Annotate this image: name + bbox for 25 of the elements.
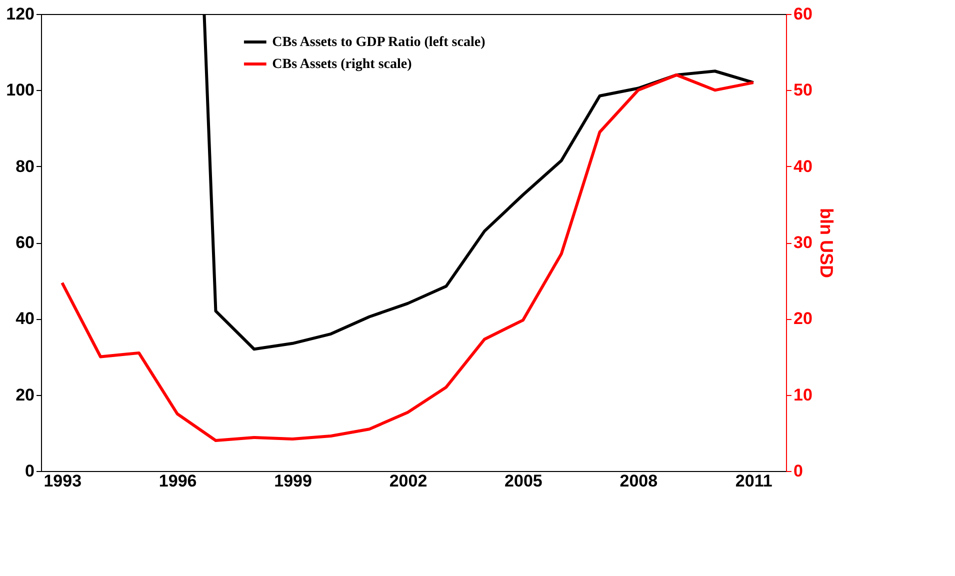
line-series: [60, 73, 755, 442]
y2-tick-label: 20: [794, 309, 812, 328]
legend-label: CBs Assets (right scale): [272, 57, 412, 72]
y2-tick-label: 60: [794, 4, 812, 24]
x-tick-label: 2011: [735, 472, 772, 490]
y2-tick-label: 10: [794, 385, 812, 404]
y-tick-label: 20: [16, 385, 34, 404]
x-tick-label: 2005: [504, 472, 542, 490]
y-tick-label: 60: [16, 233, 34, 252]
y2-tick-label: 50: [794, 80, 812, 100]
y-tick-label: 80: [16, 156, 34, 176]
x-tick-label: 1996: [158, 472, 197, 490]
y2-tick-label: 30: [794, 233, 812, 252]
y-tick-label: 40: [16, 309, 34, 328]
y-tick-label: 100: [6, 80, 34, 100]
x-tick-label: 2008: [620, 472, 658, 490]
x-tick-label: 1993: [44, 472, 82, 490]
y-tick-label: 0: [25, 462, 34, 480]
y2-axis-title: bln USD: [816, 208, 836, 278]
y2-tick-label: 0: [794, 462, 803, 480]
y2-tick-label: 40: [794, 156, 812, 176]
x-tick-label: 1999: [274, 472, 312, 490]
legend-label: CBs Assets to GDP Ratio (left scale): [272, 35, 486, 50]
y-tick-label: 120: [6, 4, 34, 24]
x-tick-label: 2002: [389, 472, 428, 490]
